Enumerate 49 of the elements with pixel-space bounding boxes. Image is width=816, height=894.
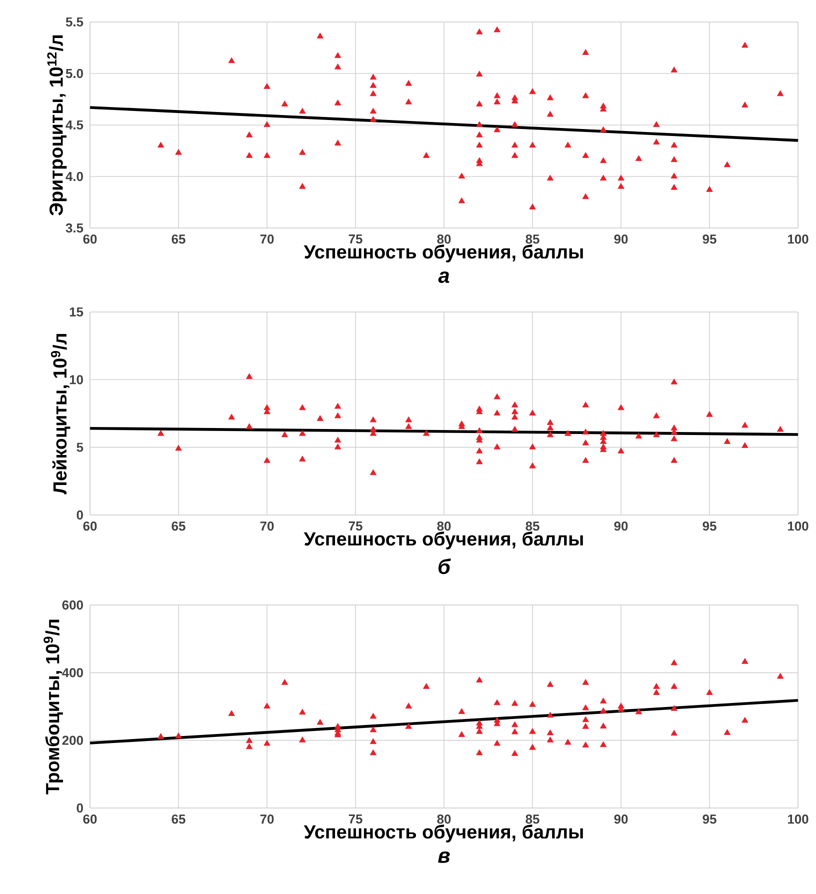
x-tick-label: 90 [614, 814, 628, 824]
x-tick-label: 65 [172, 522, 186, 531]
x-tick-label: 90 [614, 234, 628, 244]
y-tick-label: 0 [76, 510, 83, 520]
x-tick-label: 70 [260, 522, 274, 531]
x-tick-label: 60 [83, 234, 97, 244]
x-tick-label: 60 [83, 814, 97, 824]
x-tick-label: 85 [526, 814, 540, 824]
x-tick-label: 75 [348, 522, 362, 531]
y-tick-label: 5.0 [66, 68, 83, 78]
y-tick-label: 3.5 [66, 223, 84, 233]
x-tick-label: 100 [788, 814, 808, 824]
x-tick-label: 100 [788, 522, 808, 531]
x-tick-label: 75 [348, 814, 362, 824]
x-tick-label: 90 [614, 522, 628, 531]
y-tick-label: 10 [70, 375, 83, 384]
x-tick-label: 100 [788, 234, 808, 244]
x-tick-label: 95 [702, 522, 716, 531]
y-axis-title: Эритроциты, 10$^{12}$/л [47, 35, 67, 216]
x-tick-label: 95 [702, 234, 716, 244]
y-tick-label: 5.5 [66, 17, 84, 27]
x-tick-label: 65 [172, 234, 186, 244]
x-tick-label: 60 [83, 522, 97, 531]
x-tick-label: 70 [260, 234, 274, 244]
x-tick-label: 95 [702, 814, 716, 824]
text: в [438, 852, 450, 863]
x-axis-title: Успешность обучения, баллы [304, 824, 583, 842]
y-axis-title: Лейкоциты, 10$^{9}$/л [50, 334, 70, 494]
y-axis-title: Тромбоциты, 10$^{9}$/л [44, 620, 64, 794]
y-tick-label: 400 [62, 668, 83, 678]
x-tick-label: 70 [260, 814, 274, 824]
x-axis-title: Успешность обучения, баллы [304, 532, 583, 550]
x-tick-label: 80 [437, 814, 451, 824]
x-tick-label: 75 [348, 234, 362, 244]
y-tick-label: 0 [76, 803, 83, 813]
y-tick-label: 4.5 [66, 120, 84, 130]
y-tick-label: 600 [62, 600, 83, 610]
text: а [438, 272, 450, 283]
x-tick-label: 80 [437, 234, 451, 244]
x-tick-label: 65 [172, 814, 186, 824]
y-tick-label: 200 [62, 736, 83, 745]
y-tick-label: 4.0 [66, 172, 83, 182]
x-tick-label: 85 [526, 234, 540, 244]
text: б [438, 558, 451, 574]
x-tick-label: 80 [437, 522, 451, 531]
x-axis-title: Успешность обучения, баллы [304, 244, 583, 262]
x-tick-label: 85 [526, 522, 540, 531]
y-tick-label: 15 [70, 307, 84, 317]
y-tick-label: 5 [76, 442, 84, 452]
